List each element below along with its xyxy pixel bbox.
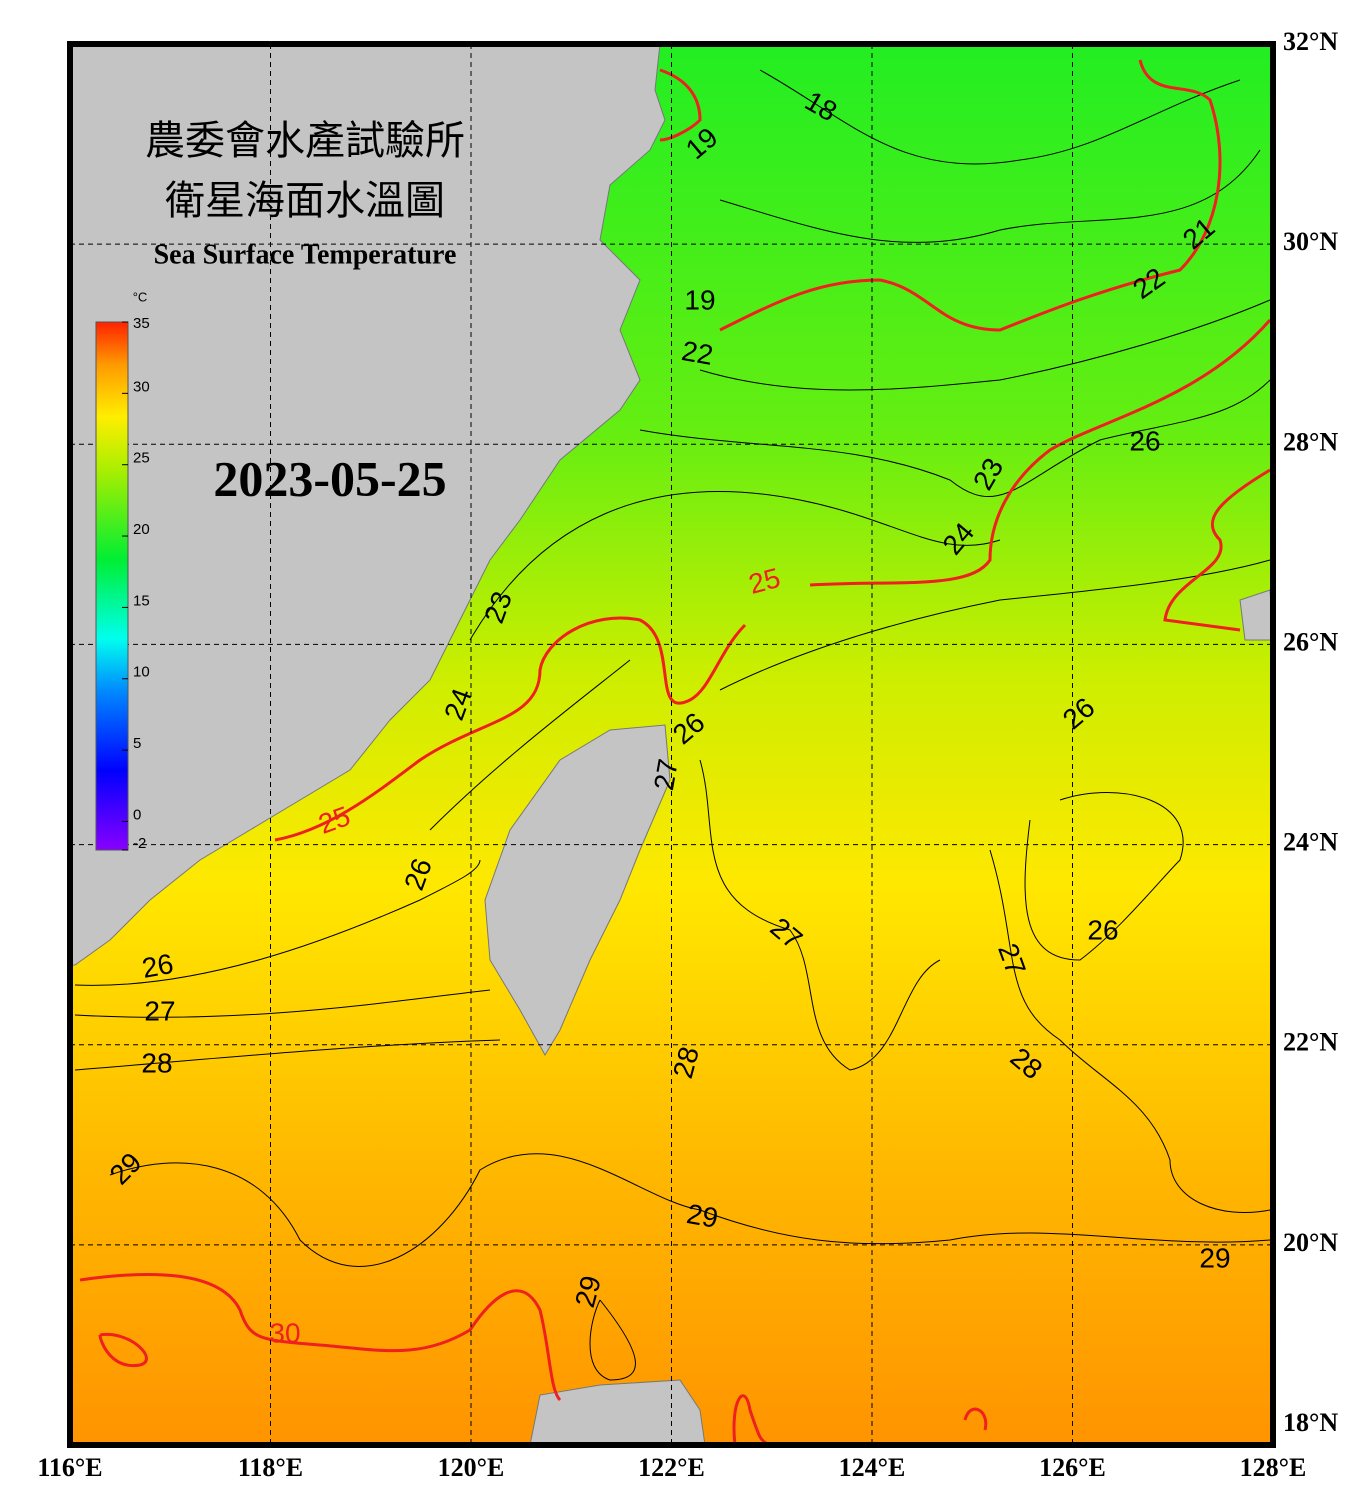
colorbar-label: 35 (133, 315, 150, 332)
land-islands (1239, 589, 1271, 641)
colorbar-unit: °C (133, 289, 148, 304)
colorbar-label: 10 (133, 664, 150, 681)
lat-label: 28°N (1283, 427, 1338, 456)
title-zh: 衛星海面水溫圖 (165, 178, 445, 223)
colorbar-label: -2 (133, 835, 146, 852)
title-zh: 農委會水產試驗所 (145, 118, 465, 163)
lat-label: 24°N (1283, 828, 1338, 857)
land-south (529, 1379, 706, 1443)
map-frame (67, 41, 1276, 1448)
colorbar-label: 15 (133, 592, 150, 609)
land-china (72, 46, 666, 966)
contour-label: 29 (1199, 1242, 1230, 1273)
lat-label: 30°N (1283, 227, 1338, 256)
colorbar-label: 0 (133, 806, 141, 823)
colorbar-label: 20 (133, 521, 150, 538)
contour-label: 30 (269, 1317, 300, 1348)
contour-label: 28 (141, 1047, 172, 1078)
lon-label: 122°E (638, 1453, 705, 1482)
contour-label: 27 (144, 995, 175, 1026)
lon-label: 120°E (438, 1453, 505, 1482)
lon-label: 128°E (1240, 1453, 1307, 1482)
contour-label: 27 (648, 757, 684, 793)
contour-label: 19 (684, 284, 715, 315)
contour-label: 26 (1087, 914, 1118, 945)
lon-label: 126°E (1039, 1453, 1106, 1482)
contour-label: 26 (1129, 425, 1160, 456)
colorbar (95, 321, 129, 851)
lat-label: 26°N (1283, 627, 1338, 656)
lat-label: 20°N (1283, 1228, 1338, 1257)
land-taiwan (484, 724, 671, 1056)
lat-label: 18°N (1283, 1408, 1338, 1437)
graticule (70, 44, 1273, 1445)
isotherms (74, 69, 1271, 1381)
contour-label: 22 (679, 335, 715, 371)
lat-label: 32°N (1283, 27, 1338, 56)
lon-label: 124°E (839, 1453, 906, 1482)
lon-label: 116°E (37, 1453, 102, 1482)
lat-label: 22°N (1283, 1028, 1338, 1057)
contour-label: 26 (140, 948, 176, 984)
title-en: Sea Surface Temperature (154, 239, 457, 270)
contour-label: 29 (684, 1198, 720, 1234)
colorbar-label: 25 (133, 450, 150, 467)
colorbar-label: 5 (133, 735, 141, 752)
colorbar-label: 30 (133, 378, 150, 395)
highlight-isotherms (79, 59, 1271, 1443)
lon-label: 118°E (238, 1453, 303, 1482)
date: 2023-05-25 (213, 450, 446, 506)
